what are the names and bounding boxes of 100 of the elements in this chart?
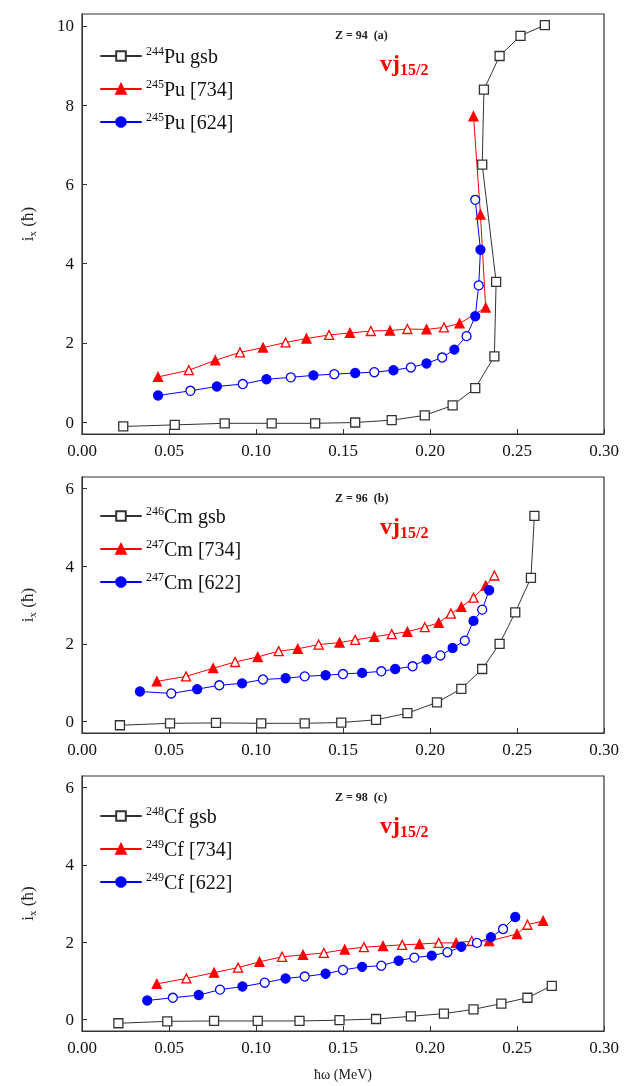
point xyxy=(515,30,526,41)
x-tick-label: 0.15 xyxy=(328,740,358,759)
y-tick-label: 6 xyxy=(65,778,74,798)
x-tick-label: 0.25 xyxy=(502,441,532,460)
y-tick-label: 2 xyxy=(65,333,74,353)
point xyxy=(468,615,479,627)
point xyxy=(470,311,481,322)
point xyxy=(292,643,303,654)
y-tick-label: 2 xyxy=(65,634,74,654)
y-axis-title: ix (ħ) xyxy=(17,206,38,242)
point xyxy=(210,355,221,366)
point xyxy=(113,1018,124,1029)
point xyxy=(142,995,153,1006)
point xyxy=(256,718,267,729)
x-tick-label: 0.15 xyxy=(328,1038,358,1057)
point xyxy=(280,973,291,984)
point xyxy=(426,950,437,961)
y-tick-label: 0 xyxy=(65,412,74,432)
point xyxy=(151,978,162,990)
point xyxy=(377,940,389,952)
x-tick-label: 0.30 xyxy=(589,1038,619,1057)
point xyxy=(433,617,444,628)
y-tick-label: 4 xyxy=(65,855,75,875)
point xyxy=(357,667,368,679)
x-tick-label: 0.20 xyxy=(415,441,445,460)
x-tick-label: 0.05 xyxy=(154,441,184,460)
point xyxy=(134,686,146,697)
point xyxy=(489,351,500,362)
point xyxy=(252,651,263,663)
point xyxy=(414,938,425,950)
point xyxy=(370,714,382,725)
y-tick-label: 0 xyxy=(65,1009,74,1029)
point xyxy=(449,344,460,355)
x-tick-label: 0.20 xyxy=(415,740,445,759)
point xyxy=(208,663,219,674)
x-tick-label: 0.00 xyxy=(67,441,97,460)
point xyxy=(510,911,521,923)
x-tick-label: 0.00 xyxy=(67,740,97,759)
point xyxy=(475,209,486,220)
point xyxy=(431,697,443,708)
point xyxy=(529,510,540,521)
point xyxy=(151,676,162,687)
point xyxy=(370,1013,382,1025)
x-tick-label: 0.05 xyxy=(154,1038,184,1057)
point xyxy=(494,50,505,62)
point xyxy=(386,414,397,426)
x-tick-label: 0.20 xyxy=(415,1038,445,1057)
point xyxy=(152,390,164,401)
point xyxy=(522,992,533,1003)
point xyxy=(257,342,269,353)
point xyxy=(468,111,479,122)
point xyxy=(384,325,396,336)
point xyxy=(454,318,465,329)
point xyxy=(402,626,413,637)
point xyxy=(468,1004,479,1015)
point xyxy=(393,955,404,966)
point xyxy=(390,663,401,675)
point xyxy=(357,961,368,973)
point xyxy=(421,358,432,369)
y-axis-title: ix (ħ) xyxy=(17,886,38,921)
point xyxy=(470,382,481,394)
point xyxy=(308,370,319,381)
point xyxy=(447,400,458,411)
point xyxy=(114,720,126,731)
point xyxy=(485,931,497,943)
point xyxy=(478,84,490,95)
point xyxy=(162,1016,173,1027)
y-tick-label: 6 xyxy=(65,174,74,194)
point xyxy=(388,365,399,376)
point xyxy=(261,374,272,385)
point xyxy=(336,717,347,728)
x-tick-label: 0.10 xyxy=(241,1038,271,1057)
point xyxy=(475,244,486,255)
point xyxy=(252,1015,263,1027)
point xyxy=(350,367,361,379)
point xyxy=(320,968,331,979)
point xyxy=(447,642,458,654)
point xyxy=(208,1015,220,1027)
point xyxy=(539,19,550,31)
x-tick-label: 0.10 xyxy=(241,441,271,460)
point xyxy=(192,684,203,695)
point xyxy=(438,1008,450,1019)
x-tick-label: 0.30 xyxy=(589,740,619,759)
point xyxy=(344,327,356,339)
point xyxy=(236,678,248,689)
point xyxy=(118,421,129,432)
point xyxy=(320,670,331,681)
point xyxy=(237,981,248,992)
point xyxy=(299,718,310,729)
y-tick-label: 4 xyxy=(65,254,75,274)
x-tick-label: 0.05 xyxy=(154,740,184,759)
y-tick-label: 4 xyxy=(65,556,75,576)
point xyxy=(405,1011,417,1022)
point xyxy=(193,989,204,1001)
point xyxy=(402,708,413,719)
point xyxy=(490,276,502,287)
point xyxy=(494,638,505,649)
point xyxy=(456,683,467,694)
point xyxy=(546,980,557,991)
y-tick-label: 6 xyxy=(65,479,74,499)
